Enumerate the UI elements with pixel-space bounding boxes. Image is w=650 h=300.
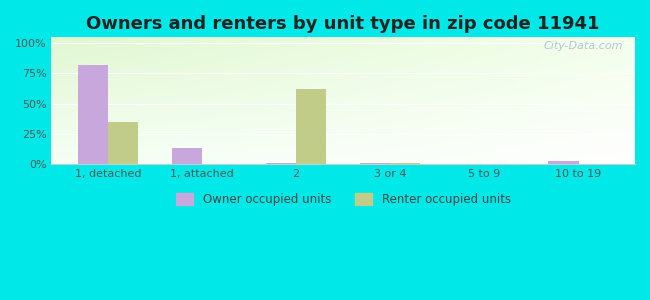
Bar xyxy=(108,122,138,164)
Bar xyxy=(172,148,202,164)
Bar xyxy=(390,163,421,164)
Bar xyxy=(360,163,390,164)
Bar xyxy=(266,163,296,164)
Bar xyxy=(78,65,108,164)
Title: Owners and renters by unit type in zip code 11941: Owners and renters by unit type in zip c… xyxy=(86,15,600,33)
Legend: Owner occupied units, Renter occupied units: Owner occupied units, Renter occupied un… xyxy=(171,189,515,211)
Bar xyxy=(296,89,326,164)
Text: City-Data.com: City-Data.com xyxy=(544,41,623,51)
Bar xyxy=(549,161,578,164)
